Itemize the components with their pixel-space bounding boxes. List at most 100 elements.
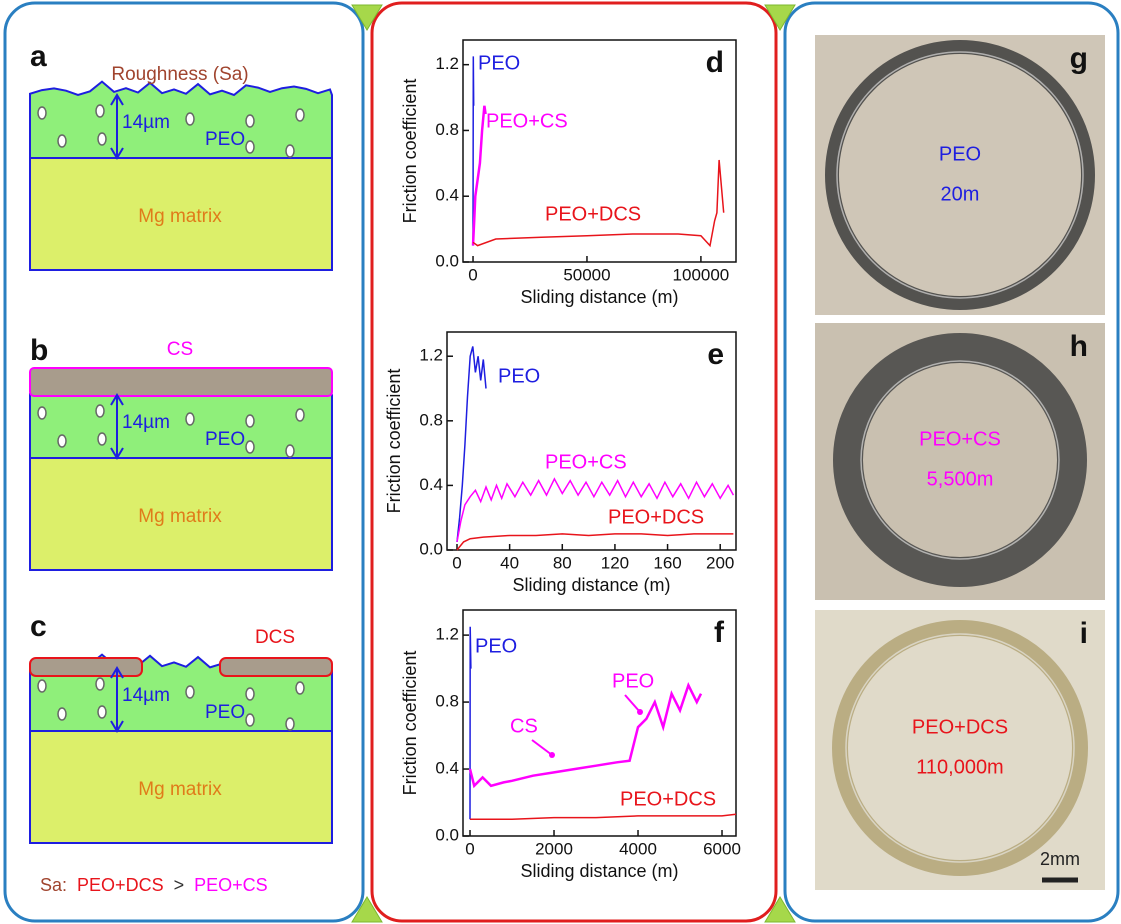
annotation: PEO [612,670,654,692]
note-part: Sa: [40,875,67,895]
dcs-patch [219,657,333,677]
series-line [469,626,472,820]
y-axis-label: Friction coefficient [384,369,404,514]
pore [185,412,195,426]
wear-track [825,40,1095,310]
photo-name: PEO [939,143,981,165]
thickness-label: 14µm [122,112,170,133]
pore [57,434,67,448]
y-tick-label: 0.0 [435,251,459,270]
panel-letter: e [707,338,724,371]
photo-name: PEO+DCS [912,716,1008,738]
right-frame [783,1,1120,923]
pore [37,106,47,120]
x-tick-label: 120 [601,553,629,572]
photo-letter: i [1080,617,1088,650]
series-line [456,346,487,542]
x-axis-label: Sliding distance (m) [520,861,678,881]
x-tick-label: 200 [706,553,734,572]
pore [185,685,195,699]
arrow-head [110,93,124,160]
pore [295,681,305,695]
pore [57,707,67,721]
x-tick-label: 0 [465,839,474,858]
note: Sa: PEO+DCS > PEO+CS [40,875,268,895]
series-label: PEO [478,52,520,74]
x-tick-label: 4000 [619,839,657,858]
photo [815,323,1105,600]
annotation: CS [510,715,538,737]
pore [245,114,255,128]
series-line [472,159,725,248]
pore [245,713,255,727]
panel-letter: c [30,610,47,643]
photo [815,35,1105,315]
pore [245,140,255,154]
panel-letter: b [30,334,48,367]
photo-letter: h [1070,330,1088,363]
pore [245,414,255,428]
series-line [472,56,475,246]
series-line [470,813,737,821]
mg-matrix [29,730,333,844]
pore [295,108,305,122]
pore [57,134,67,148]
x-tick-label: 50000 [563,265,610,284]
panel-letter: a [30,40,47,73]
mg-matrix [29,457,333,571]
triangle [764,896,796,923]
wear-track-inner [845,633,1075,863]
series-label: PEO+CS [545,451,627,473]
y-tick-label: 0.8 [435,120,459,139]
pore [285,717,295,731]
photo-distance: 20m [941,183,980,205]
panel-letter: f [714,616,725,649]
annotation-arrow [624,694,641,713]
x-tick-label: 80 [553,553,572,572]
substrate-label: Mg matrix [138,206,222,227]
middle-frame [370,1,778,923]
wear-track-inner [860,360,1060,560]
photo-letter: g [1070,42,1088,75]
y-tick-label: 0.8 [419,410,443,429]
x-tick-label: 6000 [703,839,741,858]
series-line [471,105,487,246]
left-frame [3,1,365,923]
pore [295,408,305,422]
plot-frame [462,39,737,263]
triangle [764,4,796,31]
y-tick-label: 0.4 [435,186,459,205]
y-tick-label: 1.2 [435,54,459,73]
pore [95,104,105,118]
arrow-head [637,709,643,715]
substrate-label: Mg matrix [138,506,222,527]
triangle [351,896,383,923]
triangle [351,4,383,31]
plot-frame [446,331,737,551]
series-line [468,682,703,789]
annotation-arrow [531,739,553,756]
series-label: PEO [498,365,540,387]
series-label: PEO [475,635,517,657]
x-axis-label: Sliding distance (m) [520,287,678,307]
wear-track [832,620,1088,876]
cs-layer [29,367,333,397]
panel-letter: d [706,46,724,79]
pore [97,132,107,146]
y-tick-label: 0.4 [419,475,443,494]
pore [245,687,255,701]
top-label: DCS [255,627,295,648]
series-line [456,533,734,551]
note-part: PEO+CS [194,875,268,895]
series-label: PEO+CS [486,110,568,132]
y-tick-label: 0.4 [435,759,459,778]
x-tick-label: 0 [452,553,461,572]
note-part: PEO+DCS [77,875,164,895]
thickness-label: 14µm [122,685,170,706]
y-tick-label: 1.2 [435,625,459,644]
top-label: CS [167,339,193,360]
layer-label: PEO [205,129,245,150]
pore [245,440,255,454]
thickness-label: 14µm [122,412,170,433]
